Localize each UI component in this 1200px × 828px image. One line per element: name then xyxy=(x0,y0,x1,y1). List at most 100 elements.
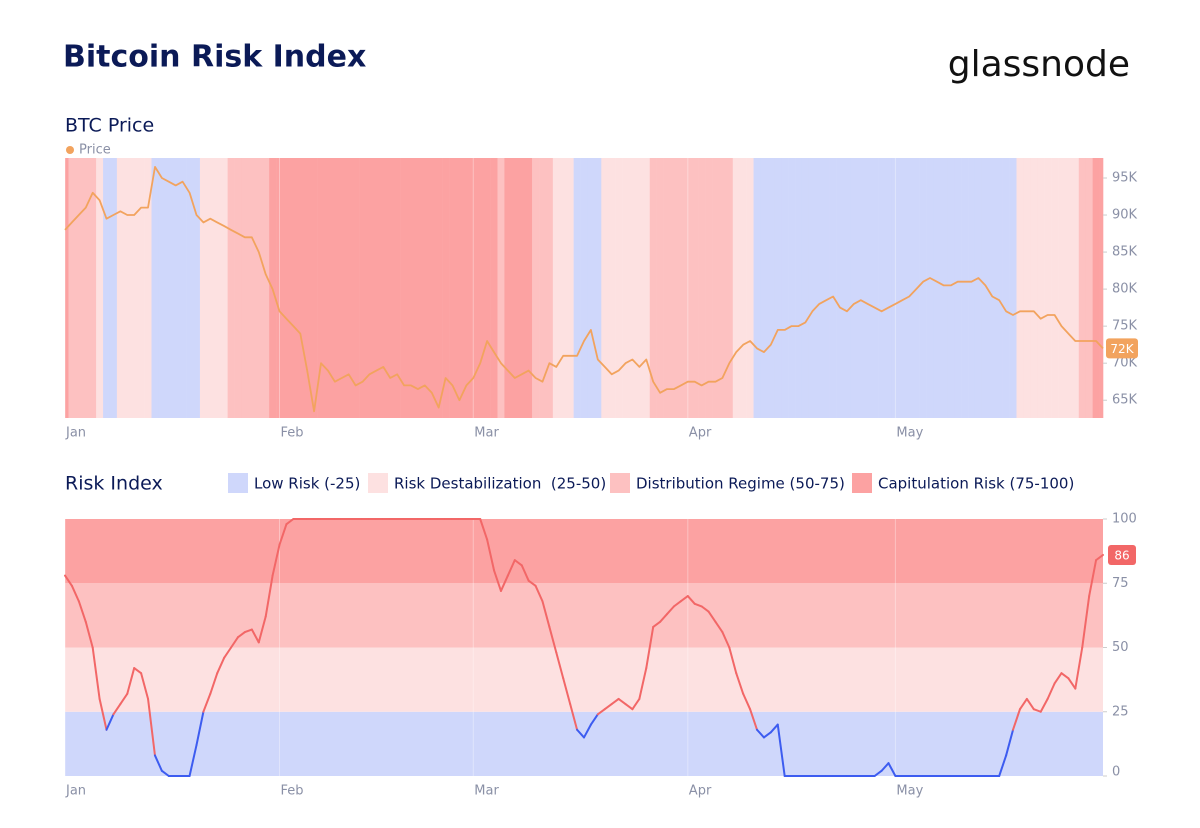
regime-background xyxy=(172,158,180,418)
risk-line-segment xyxy=(285,518,295,526)
risk-line-segment xyxy=(1025,697,1035,711)
risk-line-segment xyxy=(70,584,80,603)
risk-line-segment xyxy=(126,667,136,695)
risk-line-segment xyxy=(520,564,530,582)
regime-background xyxy=(82,158,90,418)
regime-background xyxy=(116,158,125,418)
risk-line-segment xyxy=(555,651,565,680)
regime-background xyxy=(532,158,540,418)
regime-background xyxy=(981,158,990,418)
current-badge xyxy=(1108,544,1136,565)
regime-background xyxy=(234,158,242,418)
risk-line-segment xyxy=(1039,697,1049,713)
risk-line-segment xyxy=(652,620,662,628)
legend-swatch xyxy=(610,473,630,493)
regime-background xyxy=(310,158,318,418)
risk-line-segment xyxy=(700,605,710,613)
risk-line-segment xyxy=(541,600,551,628)
regime-background xyxy=(559,158,567,418)
regime-background xyxy=(781,158,789,418)
regime-background xyxy=(594,158,602,418)
regime-background xyxy=(372,158,381,418)
risk-line-segment xyxy=(548,625,558,654)
legend-label: Capitulation Risk (75-100) xyxy=(878,475,1074,493)
risk-line-segment xyxy=(479,518,489,541)
regime-background xyxy=(622,158,630,418)
regime-background xyxy=(186,158,194,418)
regime-background xyxy=(199,158,208,418)
x-tick-label: Feb xyxy=(281,426,304,441)
risk-line-segment xyxy=(499,574,509,592)
risk-line-segment xyxy=(119,692,129,706)
risk-line-segment xyxy=(257,615,267,644)
regime-background xyxy=(276,158,284,418)
y-tick-label: 25 xyxy=(1112,704,1129,719)
regime-background xyxy=(393,158,401,418)
risk-line-segment xyxy=(1088,559,1098,598)
regime-background xyxy=(137,158,145,418)
regime-background xyxy=(1064,158,1073,418)
risk-line-segment xyxy=(666,605,675,616)
regime-background xyxy=(483,158,491,418)
regime-background xyxy=(518,158,526,418)
regime-background xyxy=(220,158,228,418)
x-tick-label: Mar xyxy=(474,426,499,441)
risk-line-segment xyxy=(237,631,246,639)
risk-line-segment xyxy=(880,762,890,772)
regime-background xyxy=(891,158,900,418)
risk-band xyxy=(65,519,1103,584)
legend-label: Risk Destabilization (25-50) xyxy=(394,475,606,493)
regime-background xyxy=(926,158,934,418)
risk-line-segment xyxy=(1053,672,1063,685)
risk-line-segment xyxy=(160,769,170,777)
risk-line-segment xyxy=(1012,708,1021,731)
regime-background xyxy=(352,158,360,418)
regime-background xyxy=(158,158,166,418)
regime-background xyxy=(968,158,976,418)
risk-line-segment xyxy=(645,625,655,670)
risk-line-segment xyxy=(659,613,669,623)
risk-line-segment xyxy=(140,672,150,700)
legend-swatch xyxy=(852,473,872,493)
regime-background xyxy=(905,158,913,418)
regime-background xyxy=(850,158,858,418)
regime-background xyxy=(462,158,471,418)
regime-background xyxy=(255,158,263,418)
risk-line-segment xyxy=(271,543,281,577)
regime-background xyxy=(75,158,83,418)
regime-background xyxy=(774,158,782,418)
risk-line-segment xyxy=(513,559,523,567)
risk-line-segment xyxy=(1005,728,1015,757)
regime-background xyxy=(587,158,595,418)
current-label: 72K xyxy=(1110,342,1134,356)
y-tick-label: 95K xyxy=(1112,171,1138,186)
regime-background xyxy=(435,158,443,418)
risk-line-segment xyxy=(769,723,779,734)
risk-band xyxy=(65,647,1103,712)
regime-background xyxy=(206,158,215,418)
regime-background xyxy=(642,158,651,418)
regime-background xyxy=(179,158,187,418)
regime-background xyxy=(1051,158,1059,418)
regime-background xyxy=(947,158,955,418)
regime-background xyxy=(739,158,747,418)
risk-line-segment xyxy=(603,703,613,711)
y-tick-label: 0 xyxy=(1112,765,1120,780)
regime-background xyxy=(801,158,810,418)
regime-background xyxy=(815,158,824,418)
risk-line-segment xyxy=(638,667,648,700)
y-tick-label: 75K xyxy=(1112,319,1138,334)
risk-line-segment xyxy=(112,703,122,716)
risk-line-segment xyxy=(250,628,260,644)
regime-background xyxy=(601,158,609,418)
regime-background xyxy=(1044,158,1052,418)
regime-background xyxy=(608,158,616,418)
risk-line-segment xyxy=(756,728,765,739)
regime-background xyxy=(656,158,664,418)
regime-background xyxy=(822,158,830,418)
x-tick-label: May xyxy=(896,426,923,441)
regime-background xyxy=(303,158,311,418)
risk-line-segment xyxy=(195,710,205,747)
y-tick-label: 75 xyxy=(1112,576,1129,591)
